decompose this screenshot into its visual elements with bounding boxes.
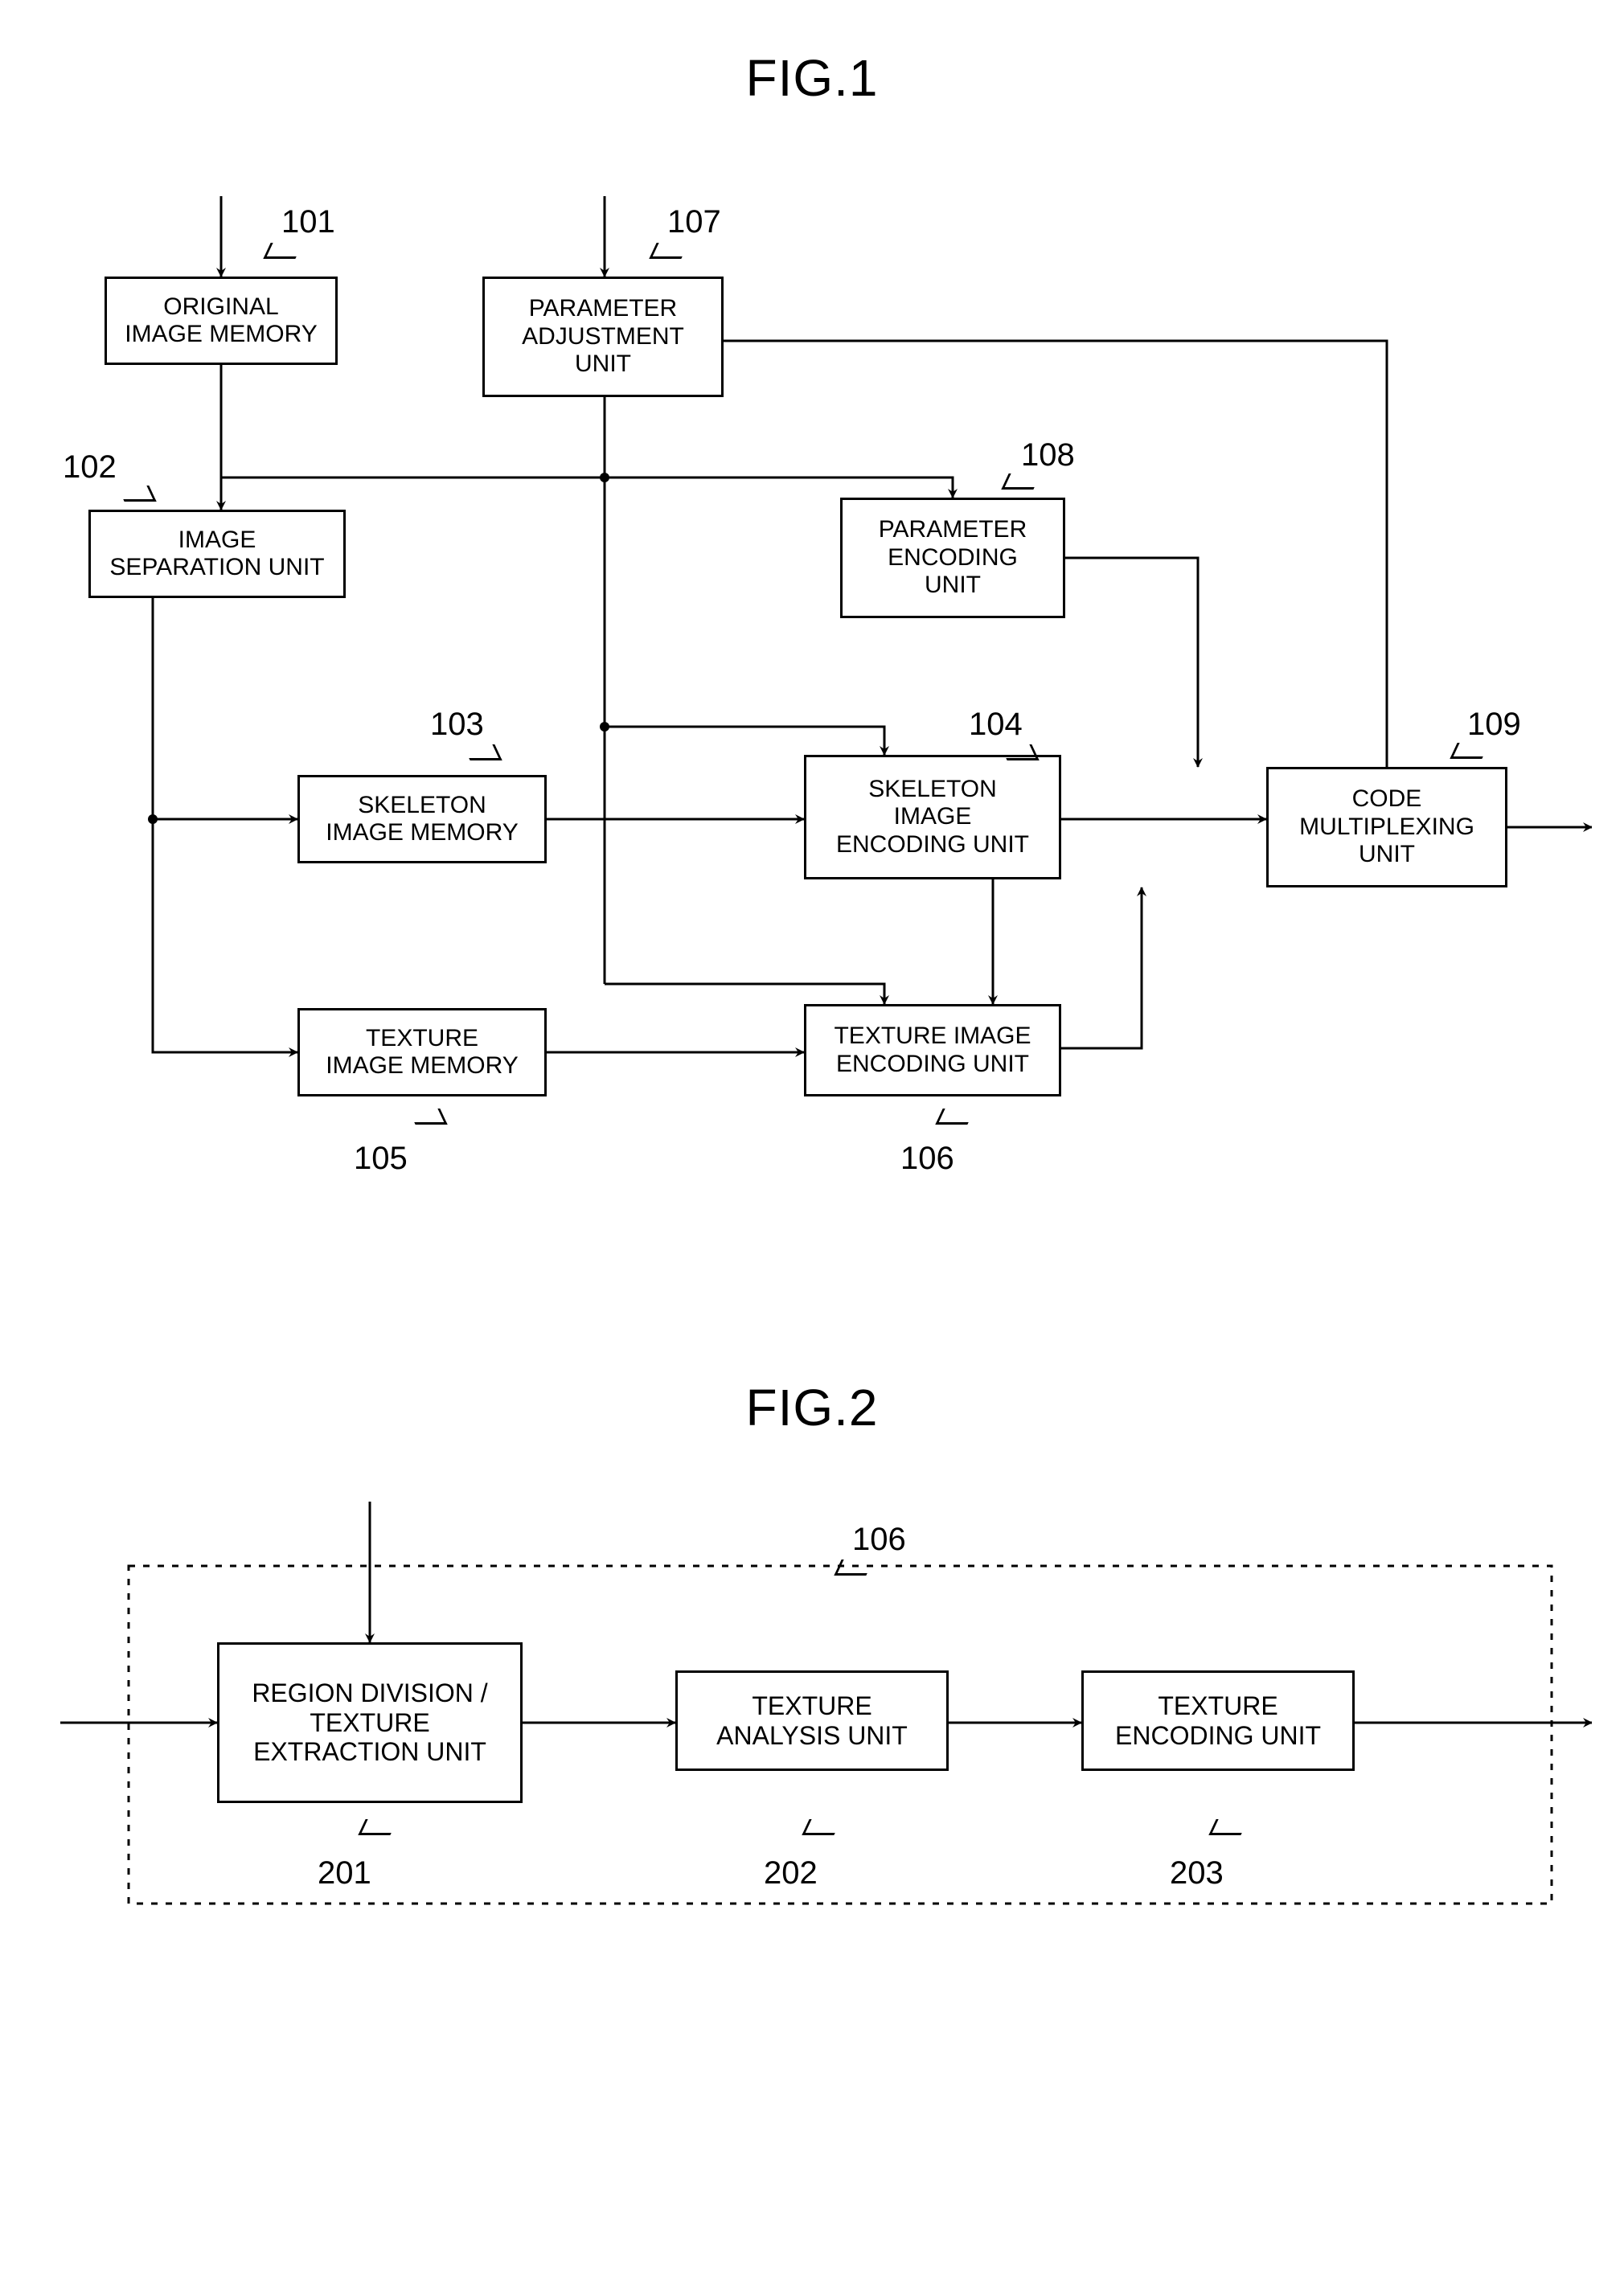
ref-108-tick (1001, 473, 1040, 490)
ref-104-tick (999, 744, 1039, 760)
block-104-label: SKELETONIMAGEENCODING UNIT (836, 776, 1029, 859)
ref-106: 106 (900, 1141, 954, 1177)
block-106: TEXTURE IMAGEENCODING UNIT (804, 1004, 1061, 1096)
fig2-title: FIG.2 (32, 1378, 1592, 1437)
block-107-label: PARAMETERADJUSTMENTUNIT (522, 295, 684, 379)
ref-103: 103 (430, 707, 484, 743)
block-109-label: CODEMULTIPLEXINGUNIT (1299, 785, 1474, 869)
block-109: CODEMULTIPLEXINGUNIT (1266, 767, 1507, 887)
fig1-title: FIG.1 (32, 48, 1592, 108)
page: FIG.1 ORIGINALIMAGE MEMORY 101 PARAMETER… (32, 48, 1592, 1960)
ref-106-tick (834, 1560, 873, 1576)
ref-108: 108 (1021, 437, 1075, 473)
block-108-label: PARAMETERENCODINGUNIT (879, 516, 1027, 600)
block-103-label: SKELETONIMAGE MEMORY (326, 792, 518, 847)
ref-102-tick (117, 486, 156, 502)
fig2-diagram: 106 REGION DIVISION /TEXTUREEXTRACTION U… (32, 1461, 1592, 1960)
block-107: PARAMETERADJUSTMENTUNIT (482, 277, 724, 397)
ref-105: 105 (354, 1141, 408, 1177)
block-203-label: TEXTUREENCODING UNIT (1115, 1691, 1321, 1751)
ref-102: 102 (63, 449, 117, 486)
fig1-diagram: ORIGINALIMAGE MEMORY 101 PARAMETERADJUST… (32, 132, 1592, 1273)
block-201-label: REGION DIVISION /TEXTUREEXTRACTION UNIT (252, 1678, 487, 1767)
ref-109-tick (1450, 743, 1489, 759)
ref-101-tick (263, 243, 302, 259)
ref-103-tick (462, 744, 502, 760)
block-101: ORIGINALIMAGE MEMORY (105, 277, 338, 365)
ref-203-tick (1208, 1819, 1248, 1835)
ref-105-tick (408, 1109, 447, 1125)
ref-202-tick (802, 1819, 841, 1835)
block-101-label: ORIGINALIMAGE MEMORY (125, 293, 317, 349)
block-106-label: TEXTURE IMAGEENCODING UNIT (834, 1023, 1031, 1078)
block-201: REGION DIVISION /TEXTUREEXTRACTION UNIT (217, 1642, 523, 1803)
block-105: TEXTUREIMAGE MEMORY (297, 1008, 547, 1096)
block-103: SKELETONIMAGE MEMORY (297, 775, 547, 863)
ref-106-tick (935, 1109, 974, 1125)
block-102: IMAGESEPARATION UNIT (88, 510, 346, 598)
ref-203: 203 (1170, 1855, 1224, 1891)
ref-109: 109 (1467, 707, 1521, 743)
ref-201: 201 (318, 1855, 371, 1891)
ref-106-container: 106 (852, 1522, 906, 1558)
ref-201-tick (358, 1819, 397, 1835)
ref-107-tick (649, 243, 688, 259)
block-202: TEXTUREANALYSIS UNIT (675, 1670, 949, 1771)
block-108: PARAMETERENCODINGUNIT (840, 498, 1065, 618)
block-203: TEXTUREENCODING UNIT (1081, 1670, 1355, 1771)
ref-202: 202 (764, 1855, 818, 1891)
block-105-label: TEXTUREIMAGE MEMORY (326, 1025, 518, 1080)
block-104: SKELETONIMAGEENCODING UNIT (804, 755, 1061, 879)
ref-107: 107 (667, 204, 721, 240)
ref-101: 101 (281, 204, 335, 240)
block-102-label: IMAGESEPARATION UNIT (109, 527, 324, 582)
block-202-label: TEXTUREANALYSIS UNIT (716, 1691, 908, 1751)
ref-104: 104 (969, 707, 1023, 743)
